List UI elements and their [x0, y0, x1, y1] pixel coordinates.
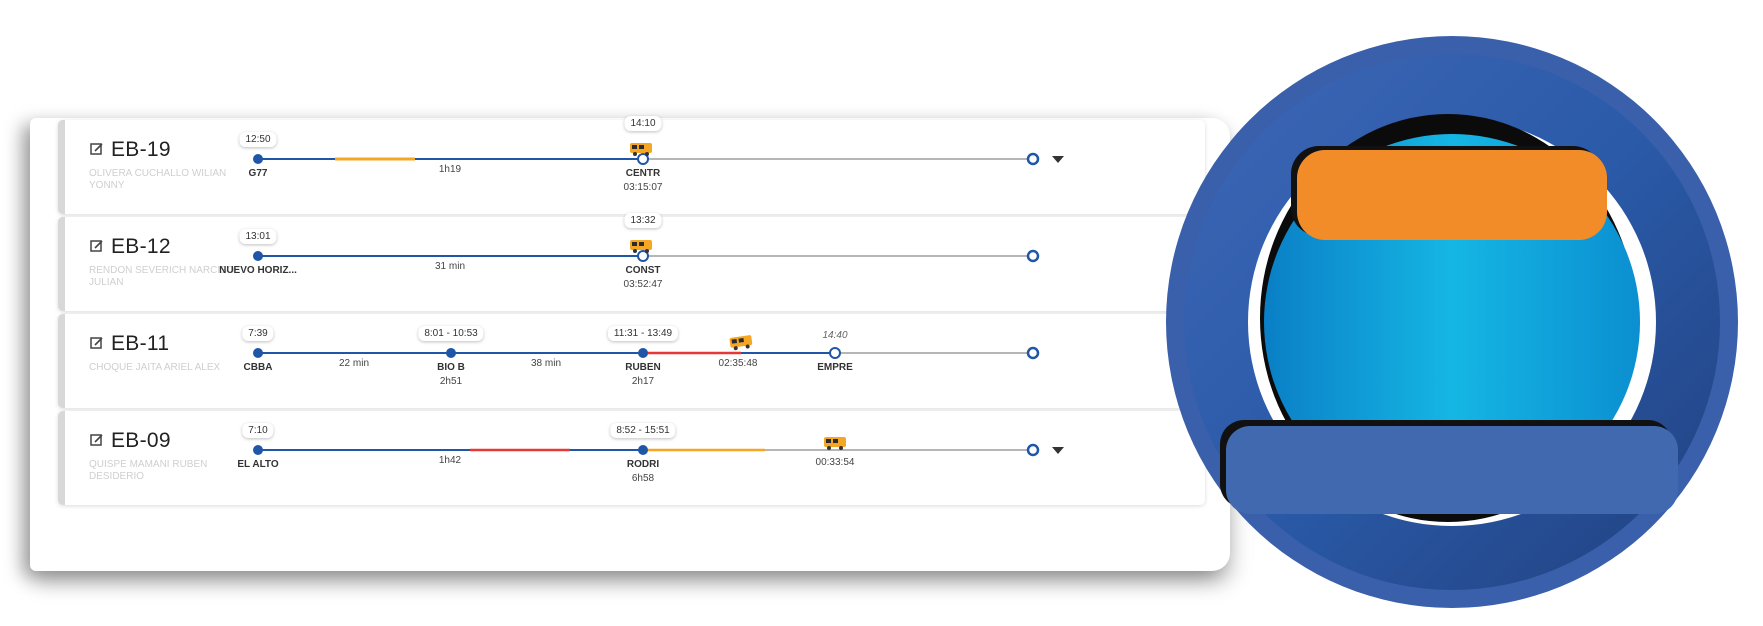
- trip-timeline: 7:39 CBBA 8:01 - 10:53 BIO B 2h51 11:31 …: [65, 314, 1205, 408]
- trip-timeline: 13:01 NUEVO HORIZ... 13:32 CONST 03:52:4…: [65, 213, 1205, 311]
- end-marker: [1026, 152, 1040, 166]
- stop-time: 7:39: [242, 326, 274, 341]
- bus-icon: [729, 335, 753, 351]
- driver-name: OLIVERA CUCHALLO WILIAN YONNY: [89, 168, 227, 191]
- stop-time: 8:52 - 15:51: [610, 423, 676, 438]
- edit-icon[interactable]: [89, 238, 105, 254]
- segment-duration: 31 min: [434, 261, 466, 272]
- vehicle-id: EB-11: [111, 332, 170, 355]
- stop-label: RODRI: [626, 459, 660, 470]
- vehicle-id: EB-09: [111, 429, 171, 452]
- stop-label: EMPRE: [817, 362, 853, 373]
- end-marker: [1026, 346, 1040, 360]
- stop-label: G77: [248, 168, 268, 179]
- stop-label: CONST: [625, 265, 661, 276]
- decorative-badge: [1166, 36, 1738, 608]
- eta-time: 14:40: [822, 330, 848, 341]
- bus-icon: [630, 143, 652, 156]
- vehicle-id: EB-12: [111, 235, 171, 258]
- trip-card[interactable]: EB-11 CHOQUE JAITA ARIEL ALEX: [58, 314, 1205, 408]
- stop-time: 14:10: [624, 116, 662, 131]
- end-marker: [1026, 443, 1040, 457]
- segment-duration: 22 min: [338, 358, 370, 369]
- segment-duration: 00:33:54: [815, 457, 855, 468]
- stop-time: 13:01: [239, 229, 277, 244]
- stop-marker-filled: [638, 348, 648, 358]
- vehicle-id: EB-19: [111, 138, 171, 161]
- segment-duration: 38 min: [530, 358, 562, 369]
- driver-name: RENDON SEVERICH NARCISO JULIAN: [89, 265, 235, 288]
- stop-label: EL ALTO: [237, 459, 279, 470]
- trip-card[interactable]: EB-19 OLIVERA CUCHALLO WILIAN YONNY 12:5…: [58, 116, 1205, 214]
- stop-marker-filled: [253, 348, 263, 358]
- chevron-down-icon[interactable]: [1052, 447, 1064, 454]
- driver-name: QUISPE MAMANI RUBEN DESIDERIO: [89, 459, 208, 482]
- stop-marker-hollow: [829, 347, 841, 359]
- segment-duration: 1h42: [438, 455, 462, 466]
- trip-card[interactable]: EB-12 RENDON SEVERICH NARCISO JULIAN 13:…: [58, 213, 1205, 311]
- edit-icon[interactable]: [89, 141, 105, 157]
- bus-icon: [824, 437, 846, 450]
- trips-panel: EB-19 OLIVERA CUCHALLO WILIAN YONNY 12:5…: [30, 116, 1230, 571]
- stop-marker-filled: [253, 154, 263, 164]
- elapsed-time: 03:52:47: [623, 279, 663, 290]
- edit-icon[interactable]: [89, 432, 105, 448]
- stop-marker-hollow: [637, 153, 649, 165]
- stop-label: CENTR: [625, 168, 661, 179]
- stop-marker-filled: [446, 348, 456, 358]
- edit-icon[interactable]: [89, 335, 105, 351]
- end-marker: [1026, 249, 1040, 263]
- stop-label: CBBA: [243, 362, 273, 373]
- stop-marker-filled: [253, 251, 263, 261]
- bus-icon: [630, 240, 652, 253]
- segment-duration: 1h19: [438, 164, 462, 175]
- dwell-time: 2h51: [439, 376, 463, 387]
- stop-time: 8:01 - 10:53: [418, 326, 484, 341]
- segment-duration: 02:35:48: [718, 358, 758, 369]
- stop-time: 13:32: [624, 213, 662, 228]
- chevron-down-icon[interactable]: [1052, 156, 1064, 163]
- trip-card[interactable]: EB-09 QUISPE MAMANI RUBEN DESIDERIO 7:10: [58, 411, 1205, 505]
- stop-time: 7:10: [242, 423, 274, 438]
- trip-timeline: 7:10 EL ALTO 8:52 - 15:51 RODRI 6h58 1h4…: [65, 411, 1205, 505]
- driver-name: CHOQUE JAITA ARIEL ALEX: [89, 362, 221, 373]
- trip-timeline: 12:50 G77 14:10 CENTR 03:15:07 1h19: [65, 116, 1205, 214]
- dwell-time: 6h58: [631, 473, 655, 484]
- stop-label: RUBEN: [625, 362, 661, 373]
- stop-time: 12:50: [239, 132, 277, 147]
- stop-time: 11:31 - 13:49: [607, 326, 679, 341]
- stop-label: NUEVO HORIZ...: [219, 265, 297, 276]
- elapsed-time: 03:15:07: [623, 182, 663, 193]
- stop-label: BIO B: [437, 362, 465, 373]
- stop-marker-filled: [638, 445, 648, 455]
- stop-marker-hollow: [637, 250, 649, 262]
- dwell-time: 2h17: [631, 376, 655, 387]
- stop-marker-filled: [253, 445, 263, 455]
